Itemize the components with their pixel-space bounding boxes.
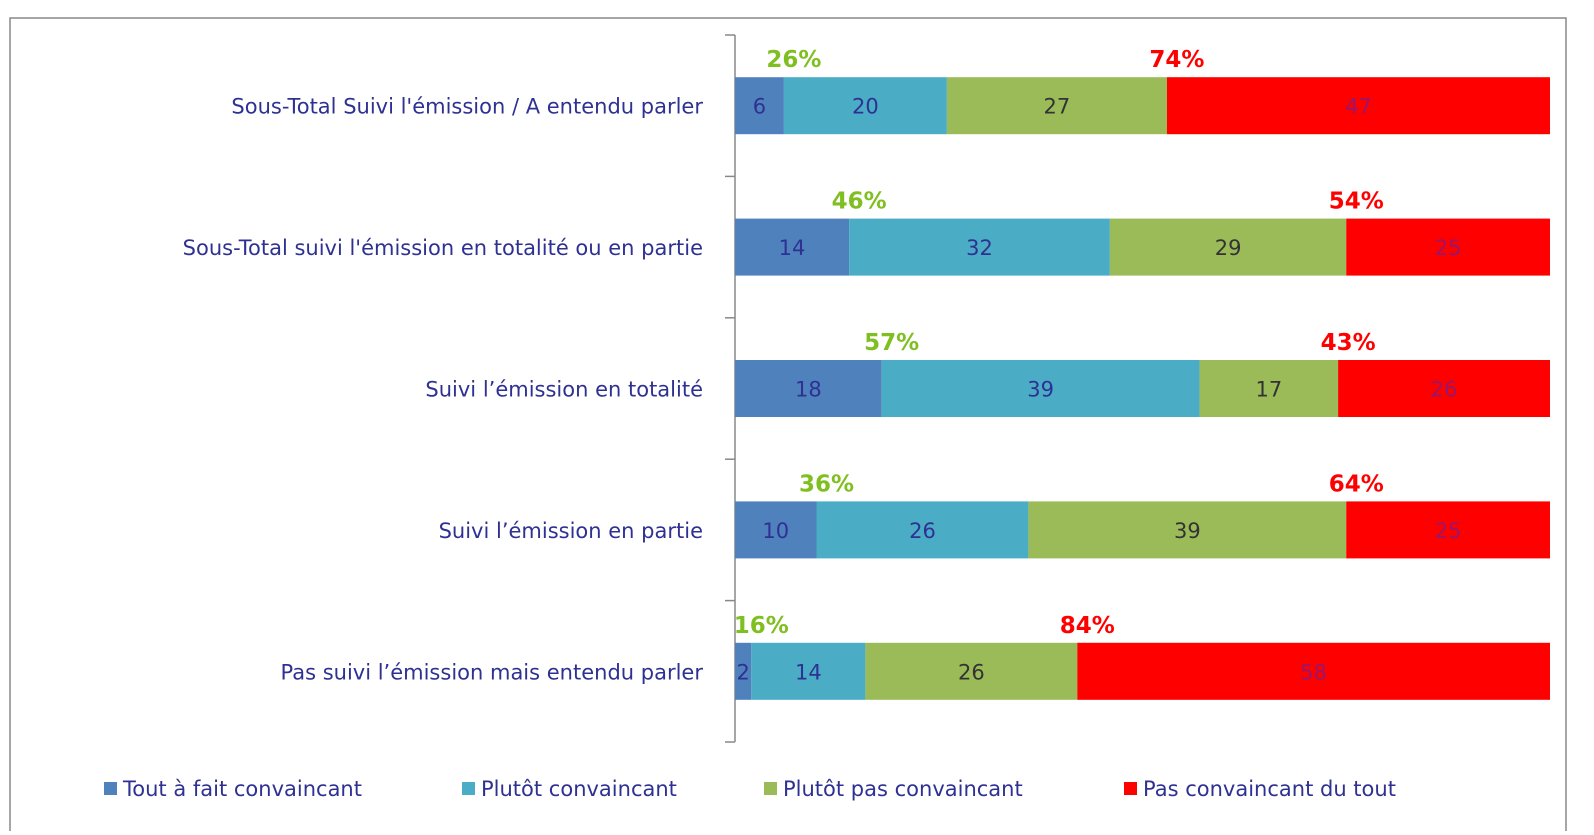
total-label: 16% <box>734 613 789 639</box>
bar-value-label: 47 <box>1345 95 1372 119</box>
legend-swatch <box>764 782 777 795</box>
bar-segment <box>881 360 1200 417</box>
bar-value-label: 20 <box>852 95 879 119</box>
bar-segment <box>783 77 947 135</box>
legend-swatch <box>1124 782 1137 795</box>
total-label: 57% <box>864 330 919 356</box>
bar-value-label: 58 <box>1300 660 1327 684</box>
bar-segment <box>1109 218 1347 276</box>
bar-segment <box>751 642 866 700</box>
bar-value-label: 10 <box>762 519 789 543</box>
bar-segment <box>1166 77 1550 135</box>
bar-segment <box>735 218 850 276</box>
category-label: Sous-Total Suivi l'émission / A entendu … <box>231 95 703 119</box>
bar-value-label: 27 <box>1044 95 1071 119</box>
bar-value-label: 26 <box>1431 378 1458 402</box>
legend-label: Plutôt convaincant <box>481 777 677 801</box>
total-label: 84% <box>1060 613 1115 639</box>
bar-value-label: 14 <box>795 660 822 684</box>
bar-segment <box>865 642 1078 700</box>
bar-segment <box>816 501 1029 559</box>
legend-swatch <box>104 782 117 795</box>
bar-segment <box>1077 642 1550 700</box>
bar-segment <box>735 77 784 135</box>
bar-value-label: 26 <box>909 519 936 543</box>
bar-segment <box>1028 501 1347 559</box>
total-label: 43% <box>1321 330 1376 356</box>
bar-segment <box>1199 360 1339 417</box>
bar-segment <box>1346 501 1550 559</box>
bar-value-label: 25 <box>1435 236 1462 260</box>
bar-value-label: 6 <box>753 95 766 119</box>
bar-value-label: 39 <box>1027 378 1054 402</box>
total-label: 64% <box>1329 471 1384 497</box>
legend-label: Plutôt pas convaincant <box>783 777 1023 801</box>
category-label: Suivi l’émission en totalité <box>425 378 703 402</box>
chart-frame <box>9 17 1567 835</box>
total-label: 46% <box>832 189 887 215</box>
bar-value-label: 29 <box>1215 236 1242 260</box>
bar-value-label: 14 <box>779 236 806 260</box>
bar-value-label: 32 <box>966 236 993 260</box>
total-label: 54% <box>1329 189 1384 215</box>
bar-segment <box>1346 218 1550 276</box>
bar-segment <box>735 501 817 559</box>
category-label: Sous-Total suivi l'émission en totalité … <box>183 236 703 260</box>
bar-value-label: 18 <box>795 378 822 402</box>
total-label: 74% <box>1149 47 1204 73</box>
category-label: Suivi l’émission en partie <box>439 519 703 543</box>
bar-segment <box>735 642 752 700</box>
bar-segment <box>735 360 882 417</box>
total-label: 26% <box>766 47 821 73</box>
bar-segment <box>946 77 1167 135</box>
bar-value-label: 2 <box>736 660 749 684</box>
bar-value-label: 17 <box>1255 378 1282 402</box>
category-label: Pas suivi l’émission mais entendu parler <box>280 660 703 684</box>
legend-label: Tout à fait convaincant <box>122 777 362 801</box>
total-label: 36% <box>799 471 854 497</box>
bar-value-label: 25 <box>1435 519 1462 543</box>
legend-label: Pas convaincant du tout <box>1143 777 1396 801</box>
bar-segment <box>1338 360 1550 417</box>
bar-value-label: 26 <box>958 660 985 684</box>
bar-value-label: 39 <box>1174 519 1201 543</box>
legend-swatch <box>462 782 475 795</box>
bar-segment <box>849 218 1110 276</box>
